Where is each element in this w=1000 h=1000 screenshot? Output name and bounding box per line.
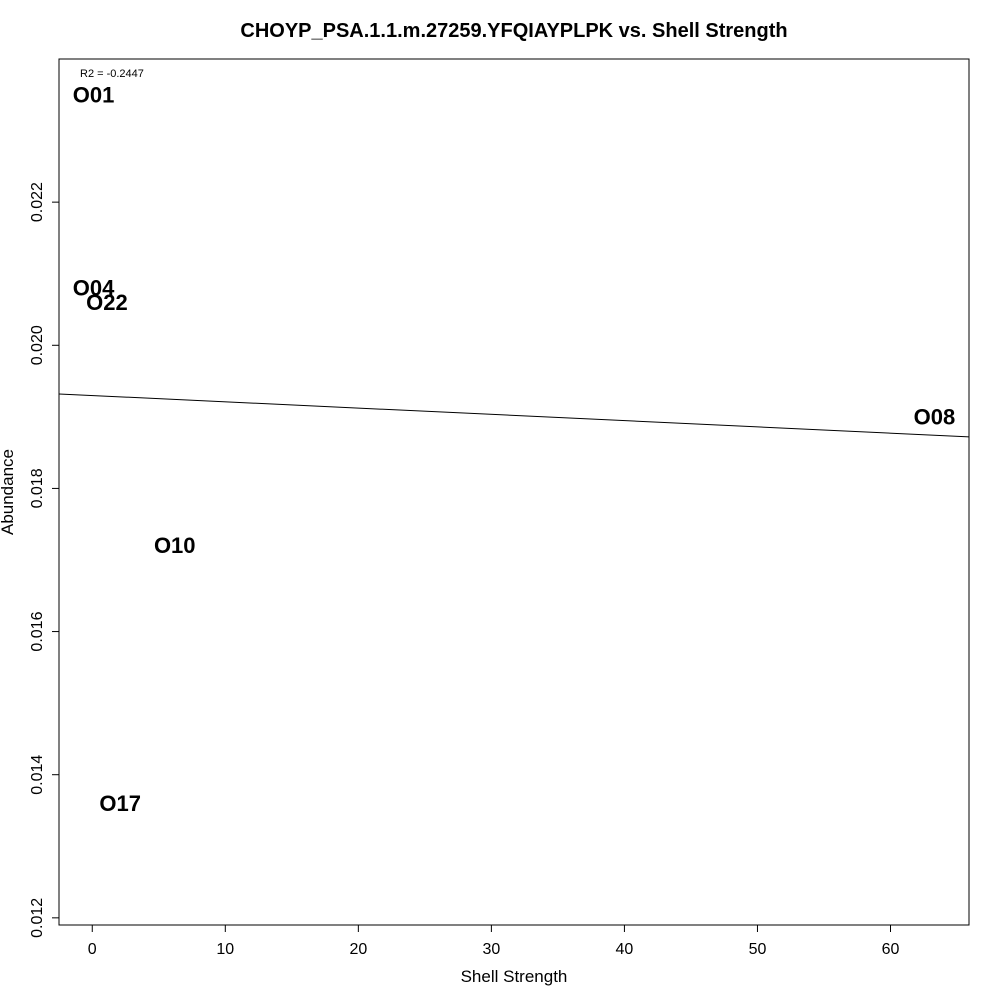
- y-tick-label: 0.016: [29, 611, 46, 651]
- y-tick-label: 0.012: [29, 898, 46, 938]
- x-axis-label: Shell Strength: [461, 967, 568, 986]
- x-tick-label: 30: [482, 941, 500, 958]
- data-point-label: O08: [914, 404, 956, 429]
- y-tick-label: 0.014: [29, 755, 46, 795]
- x-tick-label: 10: [216, 941, 234, 958]
- x-tick-label: 20: [349, 941, 367, 958]
- regression-line: [58, 393, 970, 438]
- plot-frame: [58, 58, 970, 926]
- y-axis: 0.012 0.014 0.016 0.018 0.020 0.022: [29, 182, 59, 938]
- r2-annotation: R2 = -0.2447: [80, 68, 144, 80]
- chart-title: CHOYP_PSA.1.1.m.27259.YFQIAYPLPK vs. She…: [240, 20, 787, 42]
- y-tick-label: 0.018: [29, 468, 46, 508]
- data-point-label: O04: [73, 276, 115, 301]
- x-tick-label: 50: [749, 941, 767, 958]
- x-tick-label: 60: [882, 941, 900, 958]
- data-point-label: O01: [73, 82, 115, 107]
- x-axis: 0 10 20 30 40 50 60: [88, 925, 900, 958]
- data-point-label: O22: [86, 290, 128, 315]
- x-tick-label: 0: [88, 941, 97, 958]
- y-axis-label: Abundance: [0, 449, 17, 535]
- data-point-label: O10: [154, 533, 196, 558]
- x-tick-label: 40: [616, 941, 634, 958]
- y-tick-label: 0.022: [29, 182, 46, 222]
- data-point-label: O17: [99, 791, 141, 816]
- y-tick-label: 0.020: [29, 325, 46, 365]
